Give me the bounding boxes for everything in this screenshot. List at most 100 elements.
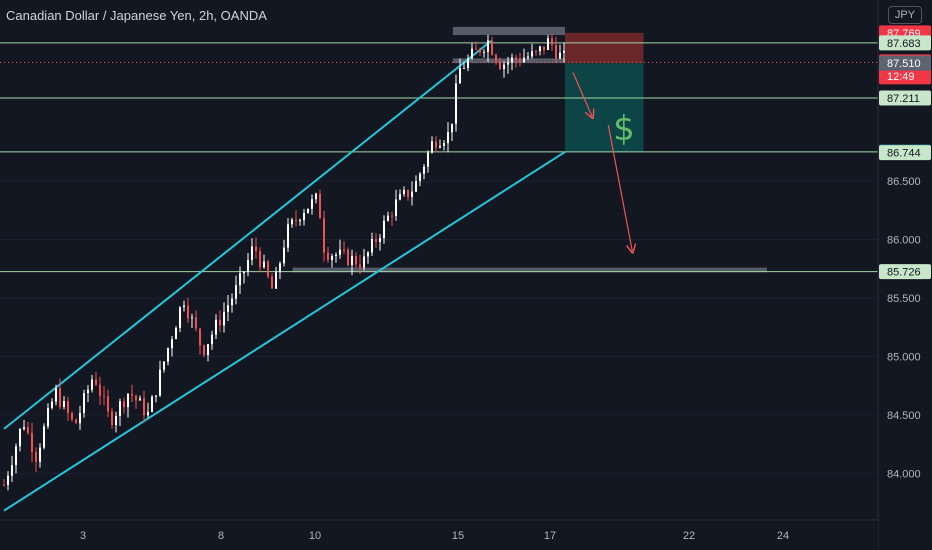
candle-up bbox=[363, 256, 365, 268]
candle-up bbox=[223, 311, 225, 326]
price-tag-label: 86.744 bbox=[887, 148, 921, 160]
x-tick-label: 3 bbox=[80, 530, 86, 542]
candle-up bbox=[399, 194, 401, 200]
candle-up bbox=[55, 388, 57, 402]
price-tag-label: 85.726 bbox=[887, 267, 921, 279]
candle-up bbox=[367, 252, 369, 257]
x-tick-label: 15 bbox=[452, 530, 464, 542]
candle-up bbox=[383, 220, 385, 239]
candle-down bbox=[195, 317, 197, 329]
candle-down bbox=[255, 246, 257, 252]
price-tag-label: 87.510 bbox=[887, 58, 921, 70]
candle-up bbox=[167, 348, 169, 362]
candle-down bbox=[535, 51, 537, 53]
candle-down bbox=[515, 57, 517, 60]
candle-up bbox=[439, 145, 441, 148]
candle-down bbox=[123, 401, 125, 408]
candle-down bbox=[407, 190, 409, 197]
candle-down bbox=[3, 484, 5, 486]
candle-up bbox=[175, 327, 177, 340]
projection-arrow[interactable] bbox=[607, 124, 632, 251]
candle-up bbox=[163, 361, 165, 370]
candle-up bbox=[287, 224, 289, 248]
candle-down bbox=[99, 384, 101, 396]
y-tick-label: 85.500 bbox=[887, 293, 921, 305]
candle-up bbox=[263, 261, 265, 268]
candle-down bbox=[555, 45, 557, 59]
channel-lower-line[interactable] bbox=[3, 151, 566, 512]
candle-up bbox=[127, 393, 129, 408]
candle-up bbox=[11, 465, 13, 476]
candle-up bbox=[43, 426, 45, 448]
candle-up bbox=[211, 334, 213, 345]
projection-arrow[interactable] bbox=[572, 72, 592, 116]
y-tick-label: 85.000 bbox=[887, 351, 921, 363]
channel-upper-line[interactable] bbox=[3, 40, 492, 430]
candle-up bbox=[511, 57, 513, 63]
candle-down bbox=[267, 261, 269, 277]
candle-up bbox=[395, 199, 397, 217]
candle-down bbox=[71, 412, 73, 420]
candle-down bbox=[59, 388, 61, 407]
candle-up bbox=[503, 64, 505, 69]
candle-down bbox=[27, 427, 29, 433]
candle-up bbox=[307, 208, 309, 214]
countdown-label: 12:49 bbox=[887, 71, 915, 83]
candle-up bbox=[331, 256, 333, 260]
candle-up bbox=[507, 62, 509, 65]
candle-down bbox=[479, 48, 481, 53]
candle-up bbox=[23, 427, 25, 429]
candle-up bbox=[447, 132, 449, 144]
candle-down bbox=[199, 328, 201, 346]
candle-up bbox=[51, 401, 53, 408]
candle-down bbox=[347, 249, 349, 266]
candle-up bbox=[283, 247, 285, 264]
candle-up bbox=[7, 475, 9, 486]
y-tick-label: 86.500 bbox=[887, 176, 921, 188]
candle-up bbox=[79, 412, 81, 424]
candle-up bbox=[403, 190, 405, 195]
candle-down bbox=[551, 38, 553, 46]
price-tag-level bbox=[879, 264, 931, 280]
candle-up bbox=[467, 58, 469, 68]
price-tag-level bbox=[879, 145, 931, 161]
take-profit-zone bbox=[565, 63, 644, 152]
candle-up bbox=[171, 339, 173, 349]
y-tick-label: 84.000 bbox=[887, 468, 921, 480]
candle-up bbox=[335, 254, 337, 257]
candle-down bbox=[31, 432, 33, 452]
price-tag-level bbox=[879, 35, 931, 51]
candle-up bbox=[411, 191, 413, 197]
candle-down bbox=[35, 451, 37, 462]
candle-down bbox=[327, 252, 329, 260]
candle-down bbox=[135, 395, 137, 401]
candle-down bbox=[107, 396, 109, 412]
currency-button[interactable]: JPY bbox=[888, 6, 922, 24]
candle-down bbox=[323, 218, 325, 253]
candle-up bbox=[303, 213, 305, 221]
candle-down bbox=[435, 141, 437, 148]
candle-up bbox=[351, 255, 353, 266]
candle-up bbox=[539, 46, 541, 52]
candle-up bbox=[471, 48, 473, 59]
x-tick-label: 24 bbox=[777, 530, 789, 542]
y-tick-label: 86.000 bbox=[887, 235, 921, 247]
candle-up bbox=[119, 401, 121, 416]
candle-up bbox=[151, 396, 153, 412]
candle-down bbox=[259, 251, 261, 268]
candle-down bbox=[519, 59, 521, 62]
candle-up bbox=[47, 407, 49, 427]
candle-up bbox=[243, 272, 245, 274]
candle-down bbox=[491, 40, 493, 55]
candle-down bbox=[475, 48, 477, 50]
candle-up bbox=[275, 272, 277, 289]
dollar-sign-annotation[interactable]: $ bbox=[613, 109, 635, 149]
candle-down bbox=[319, 193, 321, 219]
candle-up bbox=[463, 67, 465, 69]
support-zone bbox=[452, 26, 565, 36]
candle-down bbox=[111, 411, 113, 426]
candle-down bbox=[203, 345, 205, 356]
candle-down bbox=[219, 319, 221, 326]
x-tick-label: 17 bbox=[544, 530, 556, 542]
